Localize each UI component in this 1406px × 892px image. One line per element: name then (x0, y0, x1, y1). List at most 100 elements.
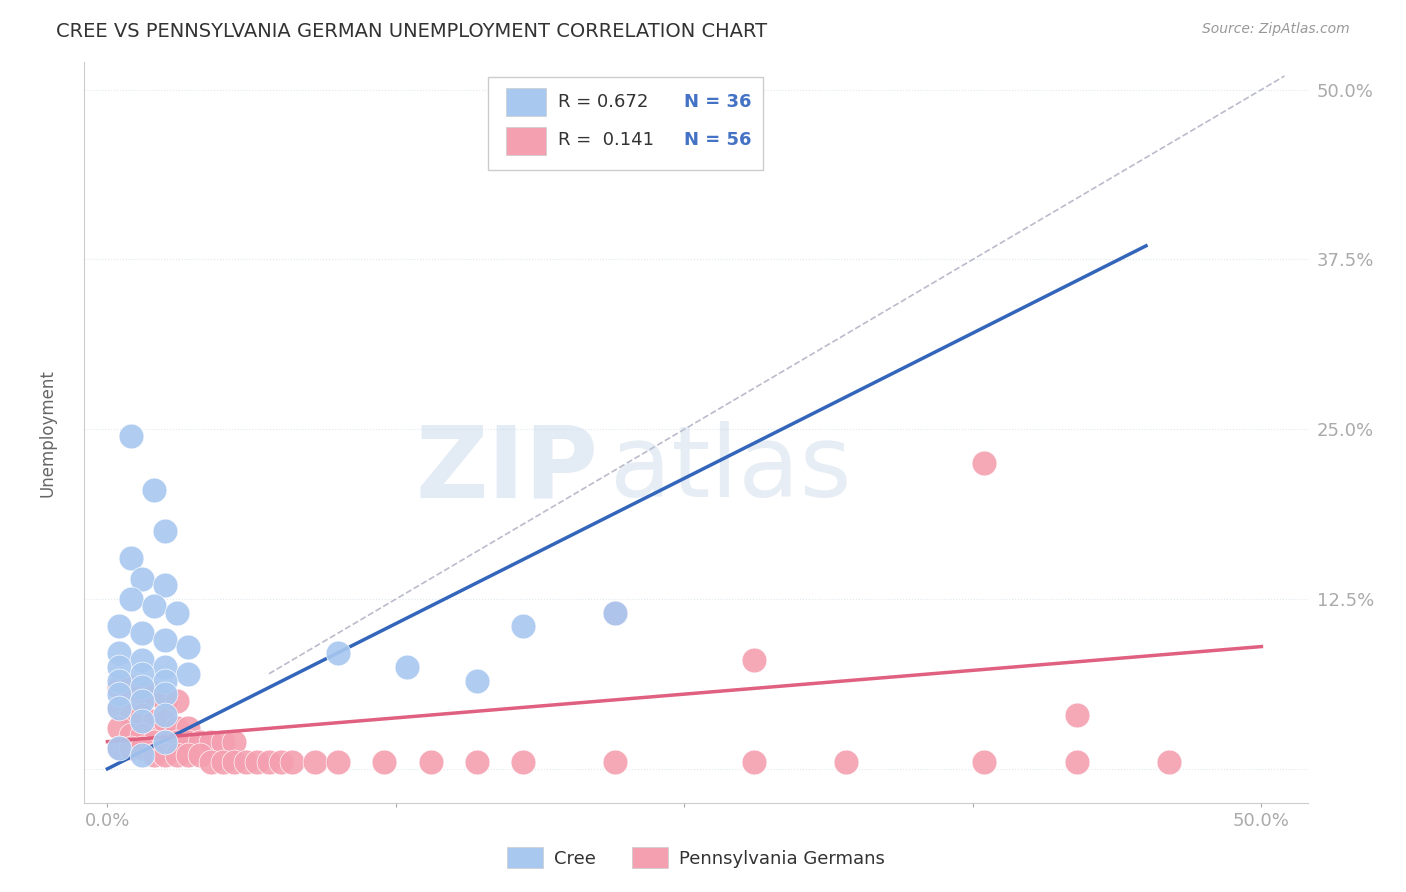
Point (166, 734, 188, 748)
Point (835, 755, 858, 769)
Point (211, 734, 233, 748)
Point (120, 728, 142, 742)
Point (131, 707, 153, 722)
Point (742, 755, 765, 769)
Point (131, 681, 153, 695)
Point (235, 755, 257, 769)
Point (270, 755, 292, 769)
Legend: Cree, Pennsylvania Germans: Cree, Pennsylvania Germans (501, 840, 891, 875)
FancyBboxPatch shape (506, 127, 546, 155)
Point (120, 429, 142, 443)
Point (200, 734, 222, 748)
Point (120, 741, 142, 756)
Point (166, 721, 188, 735)
Point (224, 734, 246, 748)
Point (108, 700, 131, 714)
Point (396, 660, 419, 674)
Point (120, 592, 142, 607)
Point (211, 755, 233, 769)
Point (120, 551, 142, 566)
Point (188, 748, 211, 763)
Point (512, 755, 534, 769)
Point (153, 734, 176, 748)
Point (166, 606, 188, 620)
Point (177, 734, 200, 748)
Point (605, 755, 627, 769)
Point (108, 646, 131, 660)
Point (131, 694, 153, 708)
Point (142, 599, 165, 613)
Point (131, 572, 153, 586)
Point (257, 755, 280, 769)
Point (142, 483, 165, 498)
Point (373, 755, 395, 769)
Text: CREE VS PENNSYLVANIA GERMAN UNEMPLOYMENT CORRELATION CHART: CREE VS PENNSYLVANIA GERMAN UNEMPLOYMENT… (56, 22, 768, 41)
Point (153, 632, 176, 647)
Point (166, 748, 188, 763)
Point (1159, 755, 1181, 769)
Point (973, 755, 995, 769)
Point (108, 660, 131, 674)
Point (108, 741, 131, 756)
Point (108, 721, 131, 735)
Text: Source: ZipAtlas.com: Source: ZipAtlas.com (1202, 22, 1350, 37)
Point (131, 626, 153, 640)
Point (153, 660, 176, 674)
Text: Unemployment: Unemployment (38, 368, 56, 497)
Point (419, 755, 441, 769)
Point (188, 734, 211, 748)
FancyBboxPatch shape (506, 88, 546, 117)
Point (304, 755, 326, 769)
Point (605, 606, 627, 620)
Text: R =  0.141: R = 0.141 (558, 131, 654, 149)
Point (465, 673, 488, 688)
Text: N = 36: N = 36 (683, 93, 751, 111)
Point (200, 755, 222, 769)
Point (108, 681, 131, 695)
Point (153, 524, 176, 538)
Point (177, 666, 200, 681)
Point (131, 687, 153, 701)
Point (142, 748, 165, 763)
Point (153, 673, 176, 688)
Point (120, 681, 142, 695)
Point (224, 755, 246, 769)
Point (131, 748, 153, 763)
Point (153, 687, 176, 701)
Point (108, 673, 131, 688)
Text: N = 56: N = 56 (683, 131, 751, 149)
Text: ZIP: ZIP (415, 421, 598, 518)
Point (108, 619, 131, 633)
Point (177, 748, 200, 763)
Point (153, 748, 176, 763)
Point (328, 755, 350, 769)
Point (1066, 707, 1088, 722)
Point (108, 741, 131, 756)
Point (153, 694, 176, 708)
Point (108, 700, 131, 714)
Point (153, 734, 176, 748)
Point (142, 687, 165, 701)
Point (131, 653, 153, 667)
Point (153, 707, 176, 722)
Point (120, 707, 142, 722)
Point (142, 714, 165, 729)
Point (177, 640, 200, 654)
Point (131, 728, 153, 742)
FancyBboxPatch shape (488, 78, 763, 169)
Point (605, 606, 627, 620)
Point (166, 694, 188, 708)
Point (512, 619, 534, 633)
Point (131, 666, 153, 681)
Point (153, 578, 176, 592)
Point (465, 755, 488, 769)
Point (1066, 755, 1088, 769)
Point (131, 741, 153, 756)
Point (108, 687, 131, 701)
Text: atlas: atlas (610, 421, 852, 518)
Text: R = 0.672: R = 0.672 (558, 93, 648, 111)
Point (246, 755, 269, 769)
Point (177, 721, 200, 735)
Point (281, 755, 304, 769)
Point (131, 714, 153, 729)
